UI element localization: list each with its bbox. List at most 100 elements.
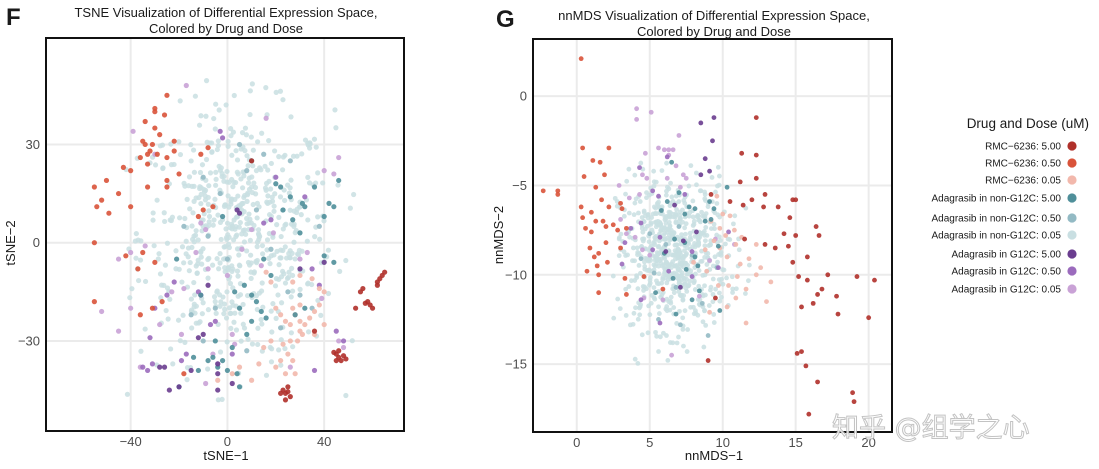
tsne-point-adagrasib-in-non-g12c-0-05 bbox=[296, 247, 302, 253]
tsne-point-rmc-6236-0-50 bbox=[144, 184, 151, 190]
nnmds-point-adagrasib-in-non-g12c-0-05 bbox=[630, 245, 636, 251]
tsne-point-adagrasib-in-non-g12c-0-05 bbox=[298, 212, 304, 218]
nnmds-point-adagrasib-in-non-g12c-0-50 bbox=[677, 322, 683, 328]
tsne-point-adagrasib-in-non-g12c-0-05 bbox=[129, 286, 135, 292]
nnmds-point-rmc-6236-5-00 bbox=[834, 293, 839, 299]
tsne-point-adagrasib-in-g12c-0-50 bbox=[311, 367, 318, 374]
nnmds-point-adagrasib-in-non-g12c-0-05 bbox=[668, 294, 674, 300]
tsne-point-adagrasib-in-non-g12c-0-05 bbox=[168, 346, 174, 352]
nnmds-point-adagrasib-in-non-g12c-0-05 bbox=[729, 274, 735, 280]
nnmds-point-adagrasib-in-non-g12c-0-05 bbox=[710, 276, 716, 282]
nnmds-point-adagrasib-in-non-g12c-0-05 bbox=[667, 214, 673, 220]
tsne-point-adagrasib-in-g12c-0-05 bbox=[130, 128, 136, 134]
tsne-point-adagrasib-in-non-g12c-0-50 bbox=[224, 256, 231, 262]
tsne-point-adagrasib-in-non-g12c-0-05 bbox=[224, 236, 230, 243]
tsne-point-adagrasib-in-non-g12c-0-05 bbox=[212, 299, 218, 305]
nnmds-point-rmc-6236-5-00 bbox=[787, 215, 793, 221]
nnmds-point-adagrasib-in-g12c-5-00 bbox=[707, 168, 712, 174]
nnmds-point-adagrasib-in-non-g12c-0-05 bbox=[637, 312, 643, 318]
tsne-point-rmc-6236-0-50 bbox=[152, 109, 158, 115]
nnmds-point-adagrasib-in-non-g12c-0-05 bbox=[623, 286, 629, 292]
nnmds-point-adagrasib-in-non-g12c-0-05 bbox=[667, 274, 672, 280]
tsne-point-adagrasib-in-non-g12c-0-05 bbox=[226, 244, 232, 251]
nnmds-point-adagrasib-in-non-g12c-0-05 bbox=[701, 229, 707, 234]
tsne-point-rmc-6236-0-50 bbox=[164, 177, 170, 184]
tsne-point-adagrasib-in-non-g12c-0-05 bbox=[154, 197, 160, 203]
tsne-point-adagrasib-in-non-g12c-5-00 bbox=[234, 371, 240, 377]
tsne-point-adagrasib-in-non-g12c-0-05 bbox=[188, 142, 194, 148]
tsne-point-adagrasib-in-g12c-0-05 bbox=[169, 289, 175, 295]
tsne-point-adagrasib-in-non-g12c-0-05 bbox=[266, 138, 272, 144]
nnmds-point-rmc-6236-0-05 bbox=[753, 272, 759, 278]
nnmds-point-adagrasib-in-non-g12c-0-05 bbox=[643, 286, 649, 292]
tsne-point-adagrasib-in-non-g12c-0-05 bbox=[215, 142, 221, 149]
tsne-point-rmc-6236-5-00 bbox=[374, 282, 380, 288]
tsne-point-adagrasib-in-non-g12c-0-05 bbox=[191, 169, 198, 175]
tsne-point-adagrasib-in-non-g12c-0-05 bbox=[133, 230, 139, 237]
nnmds-point-rmc-6236-0-05 bbox=[727, 213, 733, 219]
nnmds-point-rmc-6236-0-50 bbox=[581, 174, 587, 179]
nnmds-point-adagrasib-in-g12c-0-50 bbox=[682, 192, 688, 197]
legend-item: Adagrasib in non-G12C: 5.00 bbox=[931, 193, 1077, 205]
nnmds-point-adagrasib-in-non-g12c-0-05 bbox=[652, 296, 658, 302]
nnmds-point-rmc-6236-5-00 bbox=[740, 202, 746, 208]
tsne-point-adagrasib-in-non-g12c-0-05 bbox=[245, 336, 251, 342]
nnmds-point-adagrasib-in-non-g12c-0-05 bbox=[714, 201, 720, 206]
tsne-point-adagrasib-in-non-g12c-5-00 bbox=[241, 282, 247, 288]
tsne-point-adagrasib-in-g12c-5-00 bbox=[157, 364, 163, 370]
nnmds-point-adagrasib-in-non-g12c-0-05 bbox=[736, 247, 742, 253]
tsne-point-adagrasib-in-non-g12c-0-05 bbox=[244, 198, 250, 204]
tsne-point-adagrasib-in-non-g12c-5-00 bbox=[292, 312, 298, 318]
legend-item-marker bbox=[1067, 141, 1077, 151]
nnmds-point-rmc-6236-5-00 bbox=[813, 224, 819, 229]
tsne-point-adagrasib-in-non-g12c-0-05 bbox=[187, 259, 193, 266]
nnmds-point-adagrasib-in-g12c-5-00 bbox=[663, 249, 669, 254]
tsne-point-adagrasib-in-non-g12c-0-05 bbox=[203, 113, 209, 119]
nnmds-point-adagrasib-in-non-g12c-0-05 bbox=[644, 195, 649, 201]
tsne-point-adagrasib-in-non-g12c-0-05 bbox=[225, 143, 231, 149]
nnmds-point-adagrasib-in-g12c-0-05 bbox=[642, 150, 648, 156]
tsne-point-adagrasib-in-non-g12c-0-05 bbox=[195, 261, 201, 267]
tsne-point-adagrasib-in-non-g12c-0-05 bbox=[233, 179, 239, 186]
tsne-point-adagrasib-in-non-g12c-0-05 bbox=[165, 316, 171, 322]
tsne-point-adagrasib-in-non-g12c-0-50 bbox=[285, 289, 291, 295]
tsne-point-adagrasib-in-non-g12c-0-05 bbox=[271, 148, 278, 154]
tsne-point-adagrasib-in-g12c-0-05 bbox=[183, 82, 189, 89]
tsne-point-adagrasib-in-g12c-0-05 bbox=[115, 256, 122, 262]
nnmds-point-adagrasib-in-non-g12c-0-05 bbox=[704, 233, 710, 238]
nnmds-point-adagrasib-in-non-g12c-0-05 bbox=[638, 160, 644, 166]
tsne-point-adagrasib-in-non-g12c-0-05 bbox=[254, 215, 260, 221]
nnmds-point-adagrasib-in-non-g12c-0-05 bbox=[733, 286, 739, 292]
tsne-y-axis-label: tSNE−2 bbox=[3, 220, 18, 265]
nnmds-point-rmc-6236-5-00 bbox=[739, 150, 745, 156]
nnmds-point-adagrasib-in-g12c-0-50 bbox=[689, 274, 695, 279]
nnmds-point-adagrasib-in-g12c-0-50 bbox=[619, 261, 625, 267]
tsne-point-rmc-6236-0-05 bbox=[297, 328, 303, 334]
tsne-point-adagrasib-in-non-g12c-0-05 bbox=[206, 213, 213, 220]
nnmds-point-adagrasib-in-non-g12c-0-05 bbox=[631, 310, 637, 316]
legend-item-label: RMC−6236: 5.00 bbox=[985, 142, 1061, 153]
tsne-point-adagrasib-in-non-g12c-0-05 bbox=[233, 214, 240, 220]
tsne-point-adagrasib-in-non-g12c-0-05 bbox=[162, 218, 168, 225]
nnmds-point-adagrasib-in-non-g12c-0-05 bbox=[702, 283, 707, 289]
nnmds-point-rmc-6236-5-00 bbox=[781, 231, 787, 237]
nnmds-point-adagrasib-in-non-g12c-0-05 bbox=[625, 252, 630, 258]
tsne-point-adagrasib-in-g12c-0-05 bbox=[157, 321, 163, 328]
nnmds-point-adagrasib-in-g12c-0-05 bbox=[683, 175, 689, 181]
nnmds-point-adagrasib-in-non-g12c-0-05 bbox=[632, 356, 638, 362]
nnmds-point-adagrasib-in-non-g12c-0-05 bbox=[657, 334, 663, 340]
tsne-point-adagrasib-in-g12c-0-05 bbox=[287, 364, 293, 370]
nnmds-point-rmc-6236-0-05 bbox=[733, 242, 739, 247]
nnmds-point-adagrasib-in-g12c-5-00 bbox=[677, 284, 683, 290]
nnmds-point-adagrasib-in-g12c-5-00 bbox=[672, 202, 677, 208]
nnmds-point-adagrasib-in-non-g12c-0-05 bbox=[636, 263, 642, 268]
tsne-point-adagrasib-in-non-g12c-5-00 bbox=[236, 384, 243, 390]
tsne-point-adagrasib-in-non-g12c-0-05 bbox=[189, 223, 195, 229]
nnmds-point-adagrasib-in-non-g12c-0-05 bbox=[719, 294, 724, 300]
tsne-point-rmc-6236-0-05 bbox=[316, 302, 322, 308]
nnmds-panel: G nnMDS Visualization of Differential Ex… bbox=[491, 6, 893, 463]
tsne-point-adagrasib-in-non-g12c-0-05 bbox=[259, 130, 265, 136]
nnmds-point-adagrasib-in-non-g12c-0-05 bbox=[656, 271, 662, 277]
tsne-point-adagrasib-in-non-g12c-0-05 bbox=[168, 141, 174, 147]
nnmds-point-rmc-6236-0-50 bbox=[584, 268, 590, 274]
